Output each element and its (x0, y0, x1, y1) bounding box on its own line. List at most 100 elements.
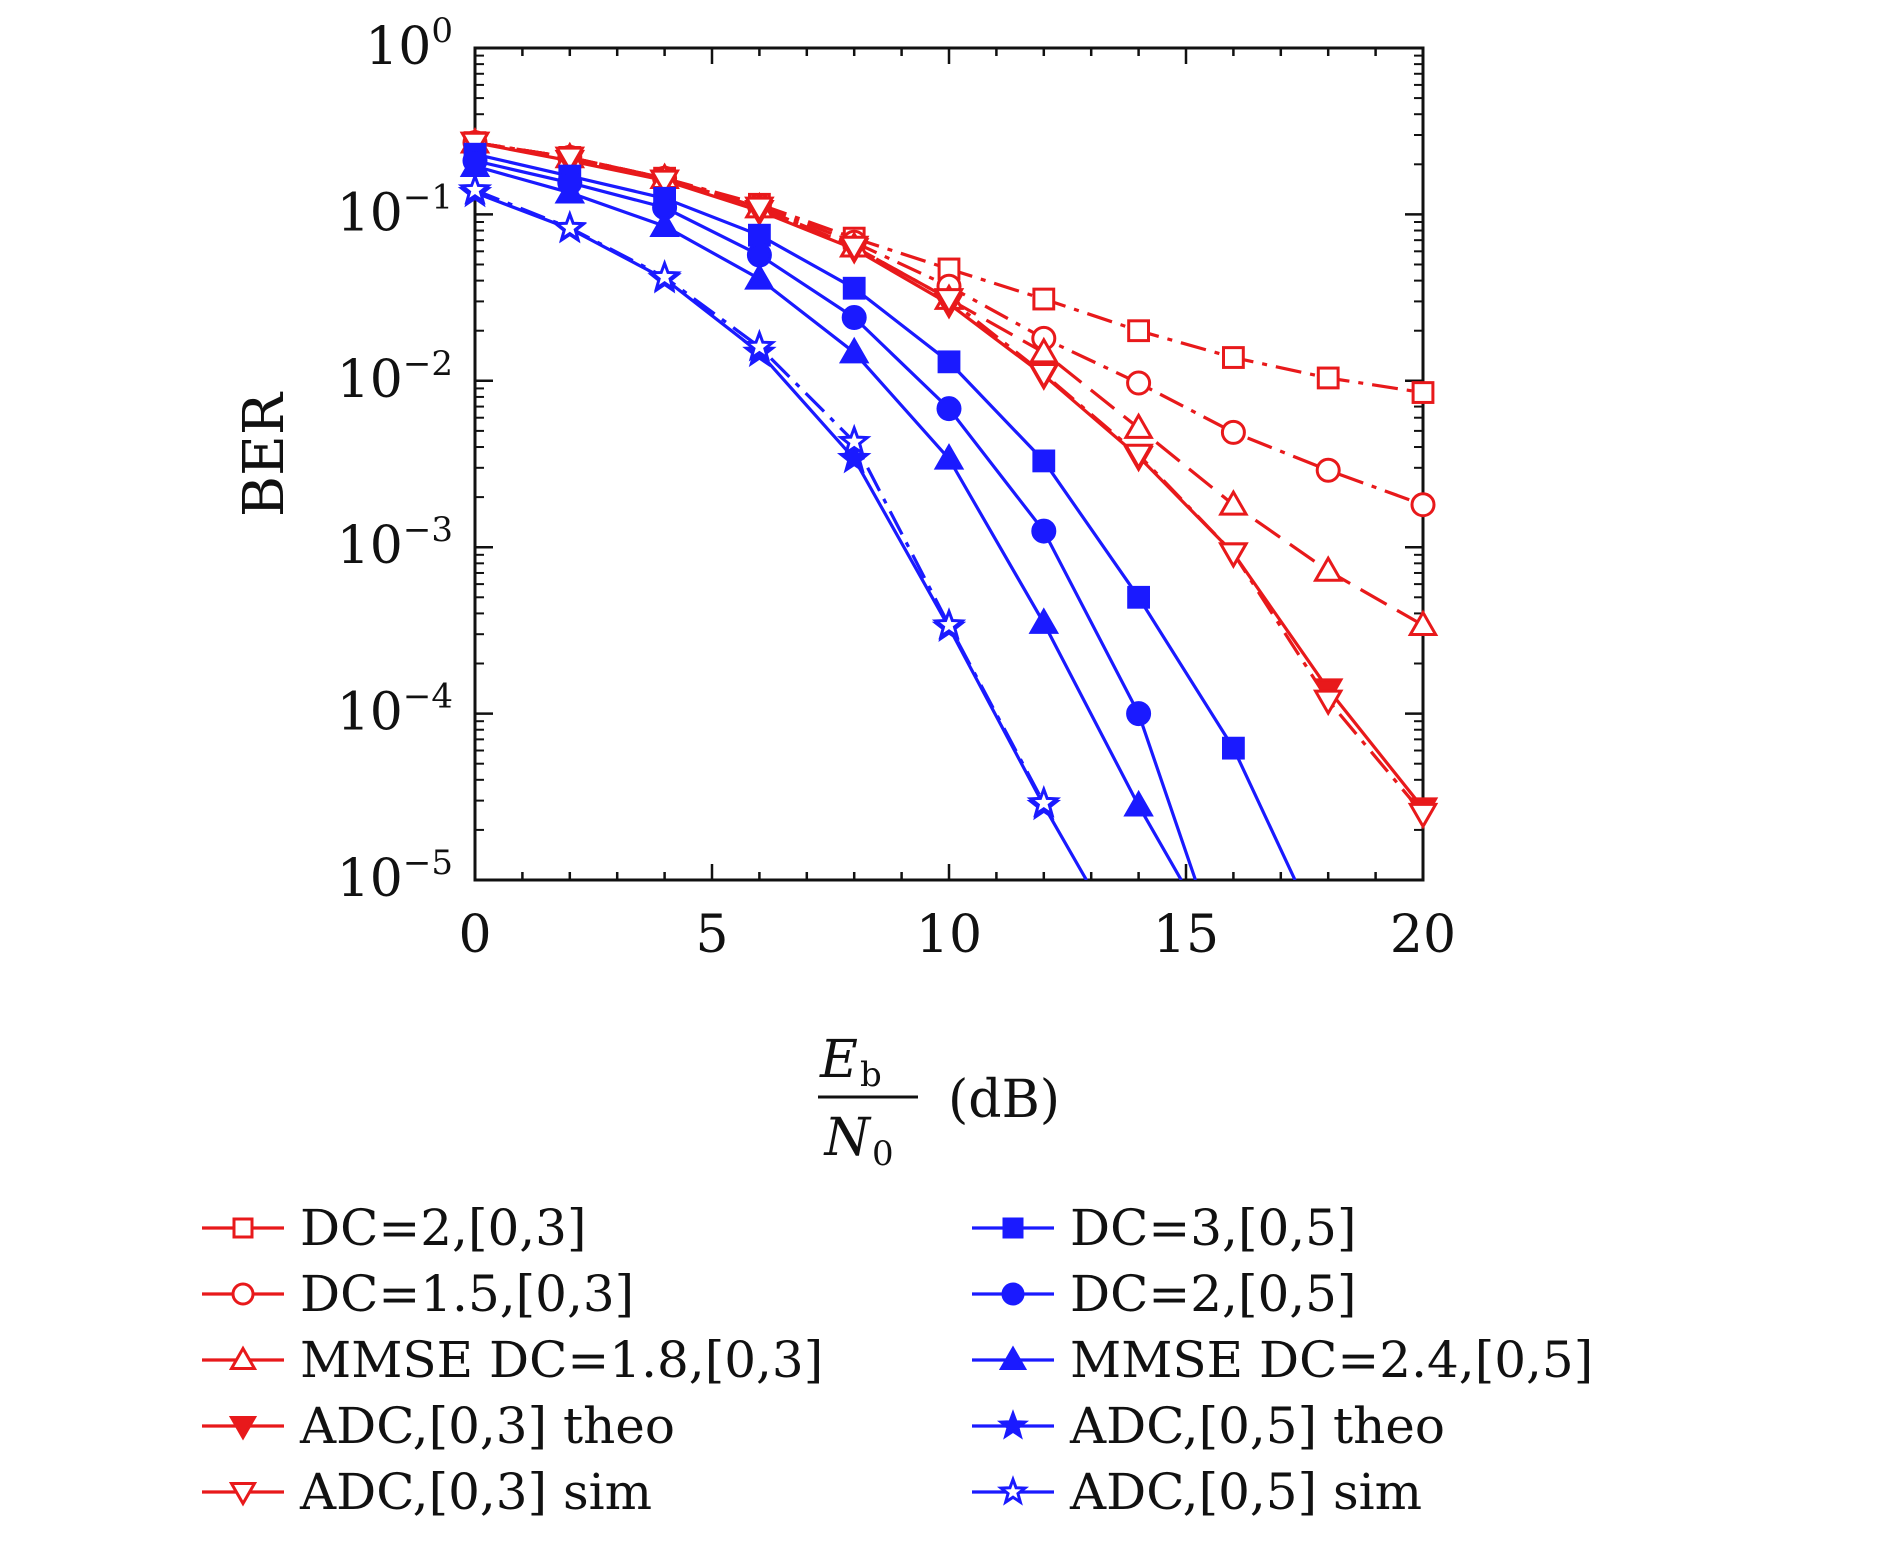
y-tick-label: 10−3 (337, 510, 453, 576)
legend-column-blue: DC=3,[0,5] DC=2,[0,5] MMSE DC=2.4,[0,5] ADC… (970, 1195, 1593, 1525)
data-point (1028, 363, 1060, 390)
data-point (1316, 366, 1340, 390)
legend-item: MMSE DC=2.4,[0,5] (970, 1327, 1593, 1393)
legend-column-red: DC=2,[0,3] DC=1.5,[0,3] MMSE DC=1.8,[0,3] A… (200, 1195, 823, 1525)
data-point (647, 259, 682, 292)
data-point (1220, 419, 1246, 445)
legend-swatch (202, 1282, 284, 1306)
legend-swatch (972, 1409, 1054, 1440)
series-line (475, 159, 1197, 880)
series-line (475, 152, 1297, 880)
legend-item: ADC,[0,5] sim (970, 1459, 1593, 1525)
data-point (933, 288, 965, 315)
legend-item: ADC,[0,5] theo (970, 1393, 1593, 1459)
legend-label: ADC,[0,5] theo (1070, 1397, 1445, 1455)
series-markers (457, 126, 1439, 830)
legend-marker (232, 1217, 254, 1239)
legend-item: ADC,[0,3] theo (200, 1393, 823, 1459)
legend-marker (996, 1409, 1030, 1440)
data-point (1222, 736, 1245, 760)
data-point (1312, 689, 1344, 717)
legend-item: DC=1.5,[0,3] (200, 1261, 823, 1327)
data-point (744, 263, 775, 290)
data-point (649, 210, 680, 237)
x-tick-label: 15 (1153, 905, 1219, 965)
legend-label: DC=2,[0,3] (300, 1199, 587, 1257)
data-point (1026, 784, 1062, 818)
legend-swatch (202, 1416, 284, 1441)
legend-swatch (202, 1217, 284, 1239)
data-point (1126, 370, 1152, 396)
x-tick-label: 5 (695, 905, 728, 965)
data-point (838, 336, 870, 364)
data-point (1028, 607, 1060, 634)
data-point (554, 146, 586, 174)
data-point (1312, 555, 1344, 582)
x-tick-label: 10 (916, 905, 982, 965)
legend-item: ADC,[0,3] sim (200, 1459, 823, 1525)
series-line (475, 141, 1423, 810)
legend-label: ADC,[0,3] sim (300, 1463, 653, 1521)
data-point (649, 169, 680, 197)
data-point (1032, 287, 1056, 311)
y-tick-label: 10−4 (337, 677, 453, 743)
x-axis-label: E b N 0 (dB) (818, 1030, 1060, 1174)
series-lines (475, 141, 1423, 880)
legend-swatch (202, 1345, 284, 1370)
legend-marker (228, 1345, 258, 1370)
data-point (554, 177, 586, 204)
legend-swatch (972, 1475, 1054, 1506)
legend-marker (1002, 1217, 1024, 1239)
data-point (936, 396, 962, 422)
data-point (1126, 701, 1152, 727)
x-label-unit: (dB) (948, 1070, 1060, 1130)
legend-label: ADC,[0,3] theo (300, 1397, 675, 1455)
x-label-denominator: N (823, 1108, 872, 1168)
legend-item: MMSE DC=1.8,[0,3] (200, 1327, 823, 1393)
x-tick-label: 20 (1390, 905, 1456, 965)
data-point (933, 443, 965, 470)
data-point (1315, 457, 1341, 483)
data-point (842, 276, 866, 300)
legend-swatch (202, 1482, 284, 1507)
data-point (1218, 489, 1249, 516)
data-point (1411, 381, 1435, 404)
legend-marker (996, 1475, 1030, 1506)
data-point (1410, 492, 1436, 518)
legend-label: DC=2,[0,5] (1070, 1265, 1357, 1323)
legend-label: DC=1.5,[0,3] (300, 1265, 635, 1323)
data-point (937, 350, 961, 374)
data-point (1407, 609, 1439, 637)
x-label-numerator: E (819, 1030, 858, 1090)
y-axis-label: BER (232, 391, 297, 517)
legend-swatch (972, 1217, 1054, 1239)
data-point (742, 328, 777, 362)
y-tick-label: 10−1 (337, 177, 453, 243)
legend-swatch (972, 1282, 1054, 1306)
data-point (836, 423, 872, 457)
data-point (841, 305, 867, 331)
legend: DC=2,[0,3] DC=1.5,[0,3] MMSE DC=1.8,[0,3] A… (200, 1195, 1700, 1535)
x-label-numerator-sub: b (860, 1055, 882, 1095)
legend-item: DC=2,[0,5] (970, 1261, 1593, 1327)
data-point (744, 196, 775, 224)
data-point (1028, 336, 1060, 364)
data-point (1123, 412, 1154, 439)
data-point (931, 607, 967, 640)
legend-marker (998, 1345, 1028, 1370)
legend-label: MMSE DC=2.4,[0,5] (1070, 1331, 1594, 1389)
series-line (475, 141, 1423, 815)
data-point (457, 171, 493, 205)
data-point (1127, 585, 1150, 609)
data-point (1032, 449, 1056, 473)
legend-label: ADC,[0,5] sim (1070, 1463, 1423, 1521)
data-point (1222, 346, 1245, 369)
data-point (748, 223, 771, 247)
legend-item: DC=3,[0,5] (970, 1195, 1593, 1261)
legend-marker (228, 1482, 258, 1507)
data-point (1123, 443, 1154, 471)
legend-marker (1001, 1282, 1025, 1306)
legend-item: DC=2,[0,3] (200, 1195, 823, 1261)
y-tick-label: 10−5 (337, 843, 453, 909)
ber-chart: 0 5 10 15 20 100 10−1 10−2 10−3 10−4 10−5 BER E b … (232, 11, 1456, 1174)
